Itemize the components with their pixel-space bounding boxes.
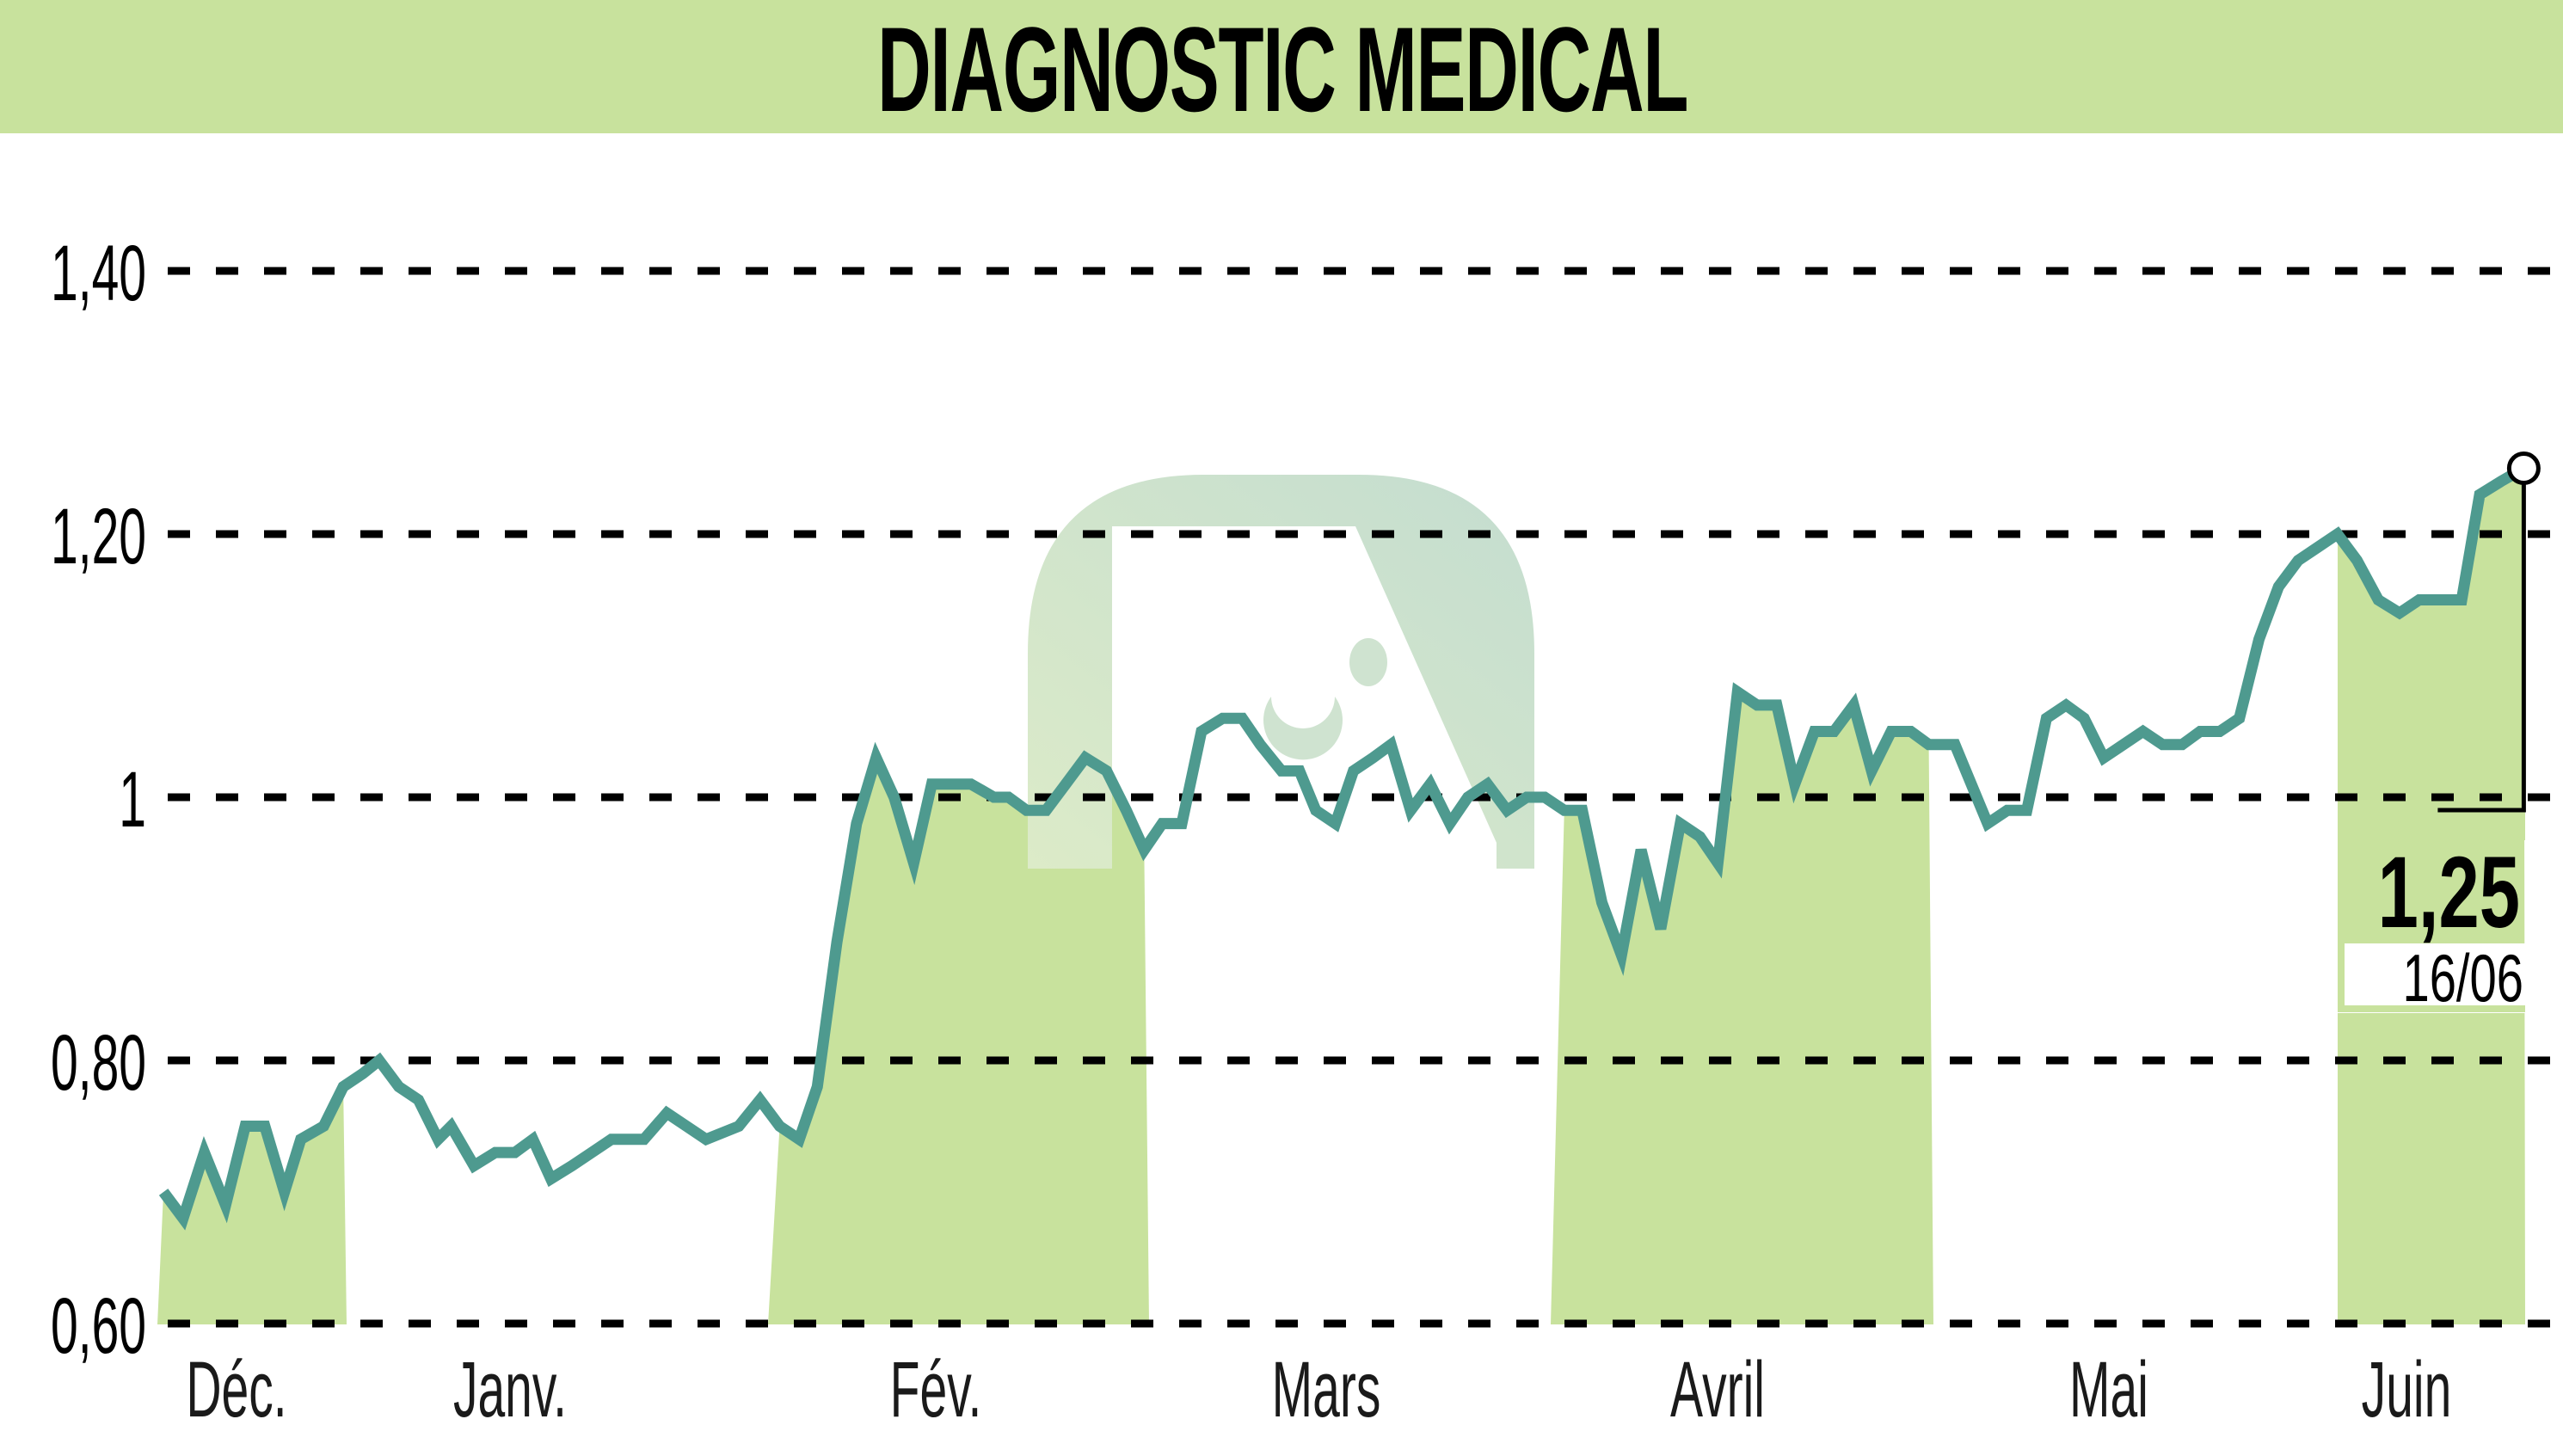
watermark-logo-icon [1028,475,1534,869]
y-axis-labels: 0,60 0,80 1 1,20 1,40 [51,230,146,1370]
x-tick-label: Juin [2362,1346,2452,1434]
x-tick-label: Fév. [890,1346,982,1434]
y-tick-label: 0,60 [51,1282,146,1370]
month-shading-bands [157,468,2525,1324]
chart-title: DIAGNOSTIC MEDICAL [877,2,1688,137]
x-tick-label: Avril [1670,1346,1765,1434]
month-band-1 [768,758,1149,1324]
x-tick-label: Mars [1272,1346,1381,1434]
last-value-marker [2437,452,2541,813]
month-band-2 [1551,691,1933,1324]
month-band-3 [2338,468,2525,1324]
x-tick-label: Mai [2069,1346,2148,1434]
x-axis-labels: Déc. Janv. Fév. Mars Avril Mai Juin [186,1346,2451,1434]
title-bar [0,0,2563,133]
y-tick-label: 0,80 [51,1019,146,1107]
last-value-label: 1,25 [2378,835,2520,949]
price-line [158,463,2527,1231]
last-date-label: 16/06 [2402,941,2523,1016]
y-tick-label: 1 [119,756,146,844]
y-tick-label: 1,40 [51,230,146,317]
x-tick-label: Déc. [186,1346,286,1434]
y-tick-label: 1,20 [51,493,146,581]
gridlines [168,267,2563,1328]
x-tick-label: Janv. [453,1346,567,1434]
